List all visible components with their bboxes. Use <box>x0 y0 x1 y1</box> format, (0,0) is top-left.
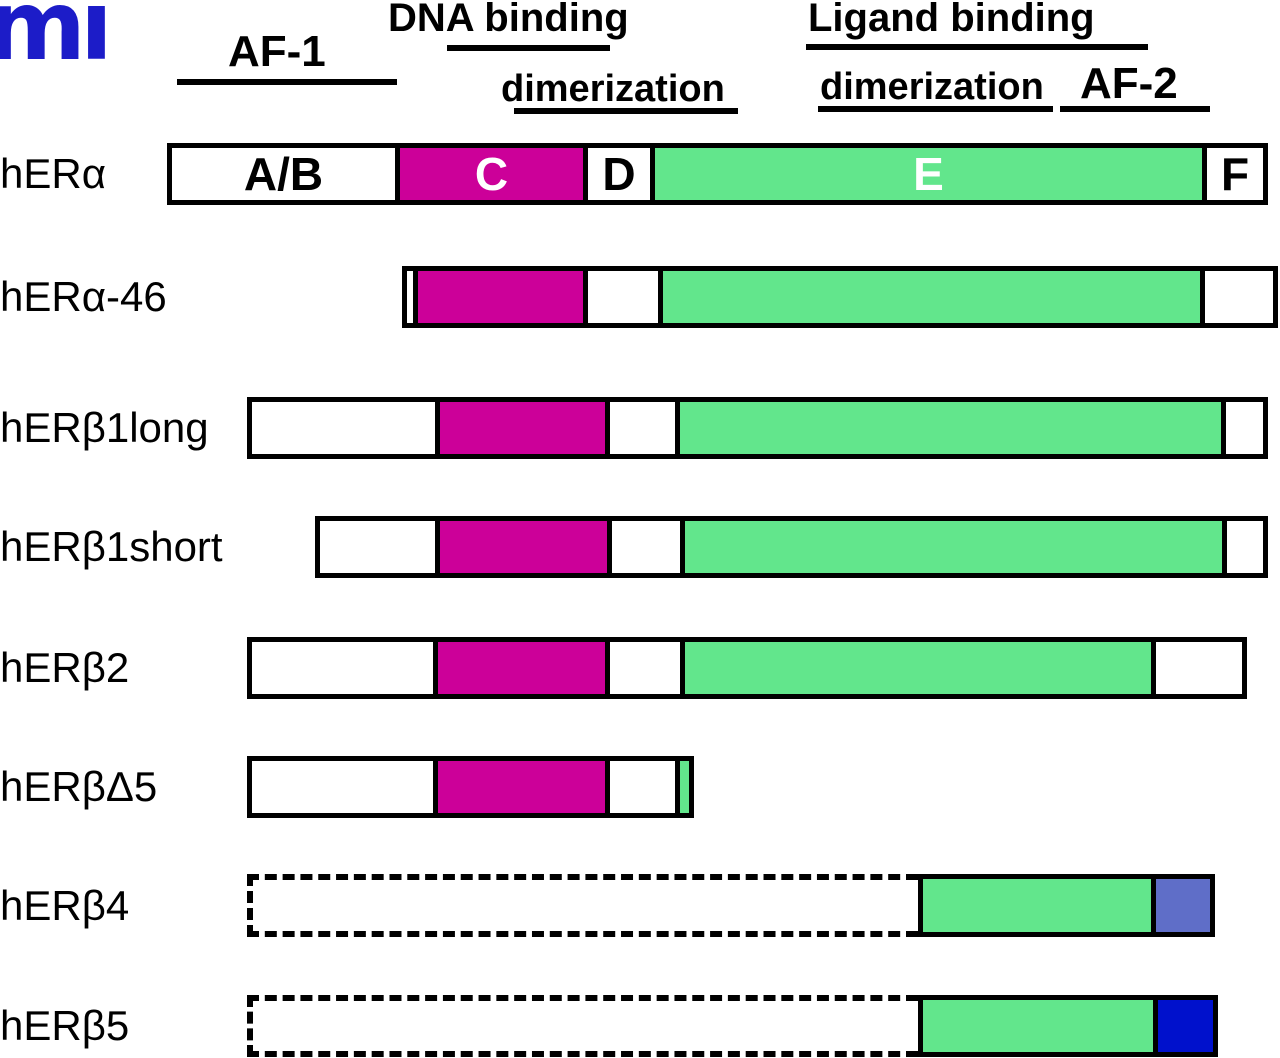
domain-segment-d: D <box>583 143 655 205</box>
domain-segment-white <box>607 516 685 578</box>
domain-segment-magenta <box>413 266 588 328</box>
domain-letter: A/B <box>243 148 324 200</box>
domain-letter: E <box>913 148 944 200</box>
domain-segment-white <box>605 756 680 818</box>
header-dimerization-right-underline <box>818 106 1053 112</box>
header-dimerization-right-label: dimerization <box>820 66 1044 108</box>
domain-segment-green <box>675 397 1226 459</box>
domain-segment-green <box>658 266 1205 328</box>
header-ligand-binding-underline <box>806 44 1148 50</box>
header-dimerization-left-underline <box>514 108 738 114</box>
journal-logo-text: mi <box>0 0 113 82</box>
domain-segment-white <box>247 756 438 818</box>
domain-segment-white <box>315 516 440 578</box>
header-af1-underline <box>177 79 397 85</box>
domain-segment-white <box>605 397 680 459</box>
domain-segment-f: F <box>1202 143 1268 205</box>
journal-logo: mi <box>0 0 113 82</box>
domain-segment-white <box>1221 397 1268 459</box>
domain-segment-white <box>1222 516 1268 578</box>
domain-segment-white <box>1151 637 1247 699</box>
header-dna-binding-underline <box>447 45 610 51</box>
domain-segment-green <box>918 874 1156 937</box>
domain-segment-a-b: A/B <box>167 143 400 205</box>
domain-letter: C <box>474 148 509 200</box>
row-label-6: hERβΔ5 <box>0 763 158 810</box>
domain-letter: F <box>1220 148 1250 200</box>
header-af2-underline <box>1060 106 1210 112</box>
row-label-8: hERβ5 <box>0 1002 130 1049</box>
domain-segment-green <box>680 637 1156 699</box>
deleted-region-dashed-box <box>247 874 918 937</box>
domain-segment-white <box>247 397 440 459</box>
header-af2-label: AF-2 <box>1080 59 1178 108</box>
domain-segment-green <box>680 516 1227 578</box>
domain-segment-green <box>918 995 1158 1057</box>
row-label-4: hERβ1short <box>0 523 223 570</box>
row-label-7: hERβ4 <box>0 882 130 929</box>
row-label-3: hERβ1long <box>0 404 209 451</box>
domain-segment-green <box>675 756 694 818</box>
domain-segment-white <box>247 637 438 699</box>
domain-segment-magenta <box>433 756 610 818</box>
domain-segment-c: C <box>395 143 588 205</box>
domain-segment-white <box>583 266 663 328</box>
domain-letter: D <box>602 148 636 200</box>
domain-segment-white <box>1200 266 1278 328</box>
domain-segment-blue <box>1153 995 1218 1057</box>
header-af1-label: AF-1 <box>228 27 326 76</box>
row-label-5: hERβ2 <box>0 644 130 691</box>
deleted-region-dashed-box <box>247 995 918 1057</box>
domain-segment-magenta <box>435 397 610 459</box>
row-label-2: hERα-46 <box>0 273 167 320</box>
header-dna-binding-label: DNA binding <box>388 0 629 40</box>
header-dimerization-left-label: dimerization <box>501 68 725 110</box>
header-ligand-binding-label: Ligand binding <box>808 0 1095 40</box>
row-label-1: hERα <box>0 150 106 197</box>
domain-segment-e: E <box>650 143 1207 205</box>
domain-segment-magenta <box>433 637 610 699</box>
domain-segment-magenta <box>435 516 612 578</box>
domain-segment-slate_blue <box>1151 874 1215 937</box>
domain-segment-white <box>605 637 685 699</box>
